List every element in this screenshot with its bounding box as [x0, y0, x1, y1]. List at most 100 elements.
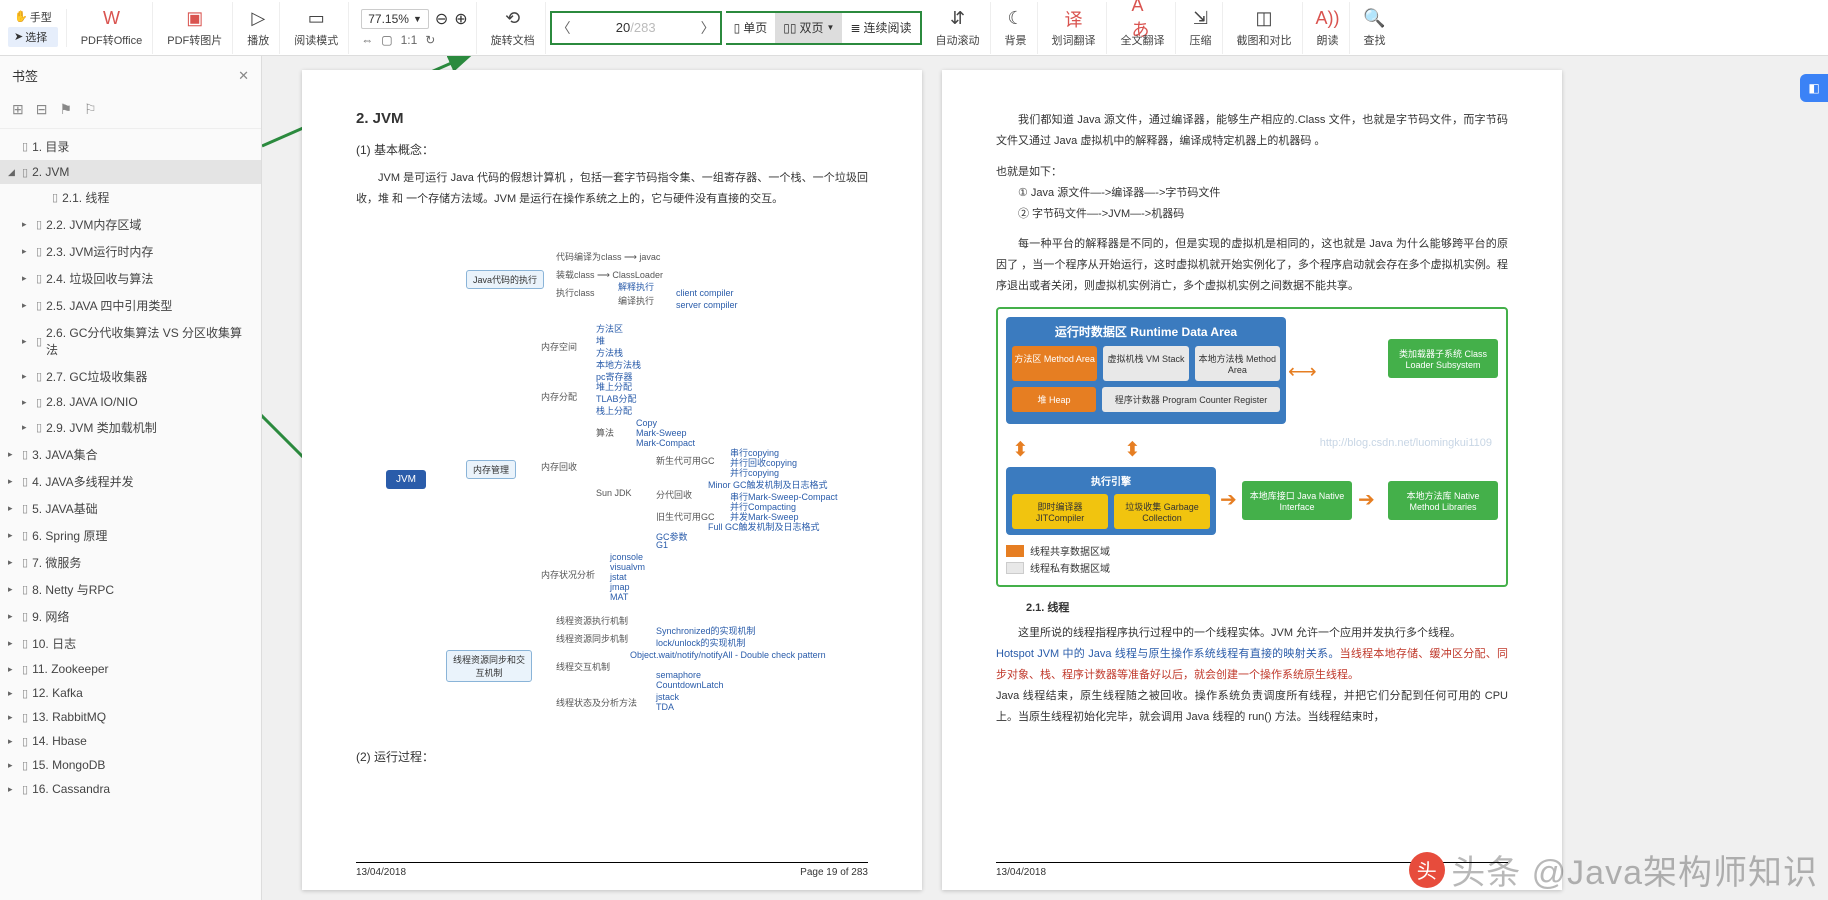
expand-icon[interactable]: ▸	[22, 371, 32, 382]
bookmark-item[interactable]: ▸▯2.8. JAVA IO/NIO	[0, 390, 261, 414]
bookmark-item[interactable]: ▸▯2.6. GC分代收集算法 VS 分区收集算法	[0, 319, 261, 363]
expand-icon[interactable]: ▸	[22, 273, 32, 284]
bookmark-item[interactable]: ▸▯8. Netty 与RPC	[0, 576, 261, 603]
bookmark-item[interactable]: ▸▯2.2. JVM内存区域	[0, 211, 261, 238]
speak-button[interactable]: A))朗读	[1307, 2, 1350, 54]
word-translate-button[interactable]: 译划词翻译	[1042, 2, 1107, 54]
fit-page-icon[interactable]: ▢	[381, 33, 392, 47]
chevron-down-icon: ▼	[827, 23, 835, 32]
fit-width-icon[interactable]: ⇔	[361, 33, 373, 47]
bookmark-item[interactable]: ▸▯2.4. 垃圾回收与算法	[0, 265, 261, 292]
bookmark-item[interactable]: ▸▯7. 微服务	[0, 549, 261, 576]
remove-bookmark-icon[interactable]: ⊟	[36, 101, 48, 118]
bookmark-item[interactable]: ▸▯3. JAVA集合	[0, 441, 261, 468]
bookmark-item[interactable]: ▯2.1. 线程	[0, 184, 261, 211]
page-indicator[interactable]: 20/283	[576, 20, 696, 35]
rotate-button[interactable]: ⟲旋转文档	[481, 2, 546, 54]
compress-button[interactable]: ⇲压缩	[1180, 2, 1223, 54]
bookmark-item[interactable]: ▸▯12. Kafka	[0, 681, 261, 705]
side-float-button[interactable]: ◧	[1800, 74, 1828, 102]
expand-icon[interactable]: ▸	[22, 397, 32, 408]
next-page-button[interactable]: 〉	[696, 18, 720, 38]
add-bookmark-icon[interactable]: ⊞	[12, 101, 24, 118]
scroll-icon: ⇵	[947, 8, 969, 30]
watermark-text: 头条 @Java架构师知识	[1451, 845, 1818, 894]
close-sidebar-button[interactable]: ✕	[238, 68, 249, 84]
bookmark-icon: ▯	[22, 448, 28, 461]
bookmark-item[interactable]: ▸▯2.5. JAVA 四中引用类型	[0, 292, 261, 319]
bookmark-item[interactable]: ▸▯16. Cassandra	[0, 777, 261, 801]
expand-icon[interactable]: ▸	[22, 246, 32, 257]
bookmark-item[interactable]: ▸▯10. 日志	[0, 630, 261, 657]
mm-leaf: G1	[656, 540, 668, 550]
expand-icon[interactable]: ▸	[22, 422, 32, 433]
bookmark-icon: ▯	[22, 583, 28, 596]
pdf-to-office-button[interactable]: WPDF转Office	[71, 2, 154, 54]
bookmark-item[interactable]: ▯1. 目录	[0, 133, 261, 160]
zoom-select[interactable]: 77.15%▼	[361, 9, 429, 29]
expand-icon[interactable]: ▸	[22, 300, 32, 311]
bookmark-item[interactable]: ▸ ▯ 2.7. GC垃圾收集器	[0, 363, 261, 390]
mm-leaf: Mark-Compact	[636, 438, 695, 448]
expand-icon[interactable]: ▸	[8, 784, 18, 795]
pdf-to-image-button[interactable]: ▣PDF转图片	[157, 2, 233, 54]
expand-icon[interactable]: ▸	[22, 219, 32, 230]
bookmark-item[interactable]: ▸▯13. RabbitMQ	[0, 705, 261, 729]
actual-size-icon[interactable]: 1:1	[401, 33, 418, 47]
bookmark-item[interactable]: ▸▯6. Spring 原理	[0, 522, 261, 549]
zoom-out-button[interactable]: ⊖	[435, 9, 448, 29]
bookmark-label: 15. MongoDB	[32, 758, 105, 772]
zoom-in-button[interactable]: ⊕	[454, 9, 467, 29]
full-translate-button[interactable]: Aあ全文翻译	[1111, 2, 1176, 54]
view-modes: ▯单页 ▯▯双页▼ ≣连续阅读	[726, 11, 922, 45]
left-tool-stack: ✋手型 ➤选择	[8, 9, 67, 47]
expand-icon[interactable]: ▸	[8, 736, 18, 747]
expand-icon[interactable]: ▸	[8, 712, 18, 723]
bookmark-item[interactable]: ▸▯9. 网络	[0, 603, 261, 630]
single-page-button[interactable]: ▯单页	[726, 13, 776, 43]
hand-tool[interactable]: ✋手型	[8, 9, 58, 25]
expand-icon[interactable]: ▸	[8, 760, 18, 771]
bookmark-item[interactable]: ▸▯11. Zookeeper	[0, 657, 261, 681]
select-tool[interactable]: ➤选择	[8, 27, 58, 47]
auto-scroll-button[interactable]: ⇵自动滚动	[926, 2, 991, 54]
expand-icon[interactable]: ▸	[8, 688, 18, 699]
expand-icon[interactable]: ▸	[8, 476, 18, 487]
legend-label: 线程私有数据区域	[1030, 560, 1110, 575]
bookmark-item[interactable]: ▸▯4. JAVA多线程并发	[0, 468, 261, 495]
play-button[interactable]: ▷播放	[237, 2, 280, 54]
bookmark-tree: ▯1. 目录◢▯2. JVM▯2.1. 线程▸▯2.2. JVM内存区域▸▯2.…	[0, 129, 261, 900]
expand-icon[interactable]: ◢	[8, 167, 18, 178]
expand-icon[interactable]: ▸	[8, 664, 18, 675]
expand-icon[interactable]: ▸	[8, 530, 18, 541]
read-mode-button[interactable]: ▭阅读模式	[284, 2, 349, 54]
bookmark-item[interactable]: ▸▯5. JAVA基础	[0, 495, 261, 522]
expand-icon[interactable]: ▸	[8, 638, 18, 649]
expand-icon[interactable]: ▸	[22, 336, 32, 347]
background-button[interactable]: ☾背景	[995, 2, 1038, 54]
book-icon: ▭	[305, 8, 327, 30]
expand-icon[interactable]: ▸	[8, 584, 18, 595]
bookmark-item[interactable]: ▸▯2.3. JVM运行时内存	[0, 238, 261, 265]
sidebar-tools: ⊞ ⊟ ⚑ ⚐	[0, 95, 261, 129]
prev-page-button[interactable]: 〈	[552, 18, 576, 38]
expand-icon[interactable]: ▸	[8, 449, 18, 460]
bookmarks-sidebar: 书签 ✕ ⊞ ⊟ ⚑ ⚐ ▯1. 目录◢▯2. JVM▯2.1. 线程▸▯2.2…	[0, 56, 262, 900]
bookmark-outline-icon[interactable]: ⚐	[84, 101, 97, 118]
expand-icon[interactable]: ▸	[8, 503, 18, 514]
screenshot-button[interactable]: ◫截图和对比	[1227, 2, 1303, 54]
double-page-button[interactable]: ▯▯双页▼	[775, 13, 842, 43]
bookmark-item[interactable]: ▸▯14. Hbase	[0, 729, 261, 753]
expand-icon[interactable]: ▸	[8, 557, 18, 568]
expand-icon[interactable]: ▸	[8, 611, 18, 622]
bookmark-label: 2.7. GC垃圾收集器	[46, 368, 147, 385]
bookmark-item[interactable]: ▸▯2.9. JVM 类加载机制	[0, 414, 261, 441]
refresh-icon[interactable]: ↻	[425, 33, 435, 47]
mm-leaf: Object.wait/notify/notifyAll - Double ch…	[630, 650, 790, 660]
bookmark-icon[interactable]: ⚑	[59, 101, 72, 118]
find-button[interactable]: 🔍查找	[1354, 2, 1396, 54]
bookmark-item[interactable]: ◢▯2. JVM	[0, 160, 261, 184]
bookmark-item[interactable]: ▸▯15. MongoDB	[0, 753, 261, 777]
continuous-button[interactable]: ≣连续阅读	[842, 13, 919, 43]
bookmark-icon: ▯	[36, 370, 42, 383]
